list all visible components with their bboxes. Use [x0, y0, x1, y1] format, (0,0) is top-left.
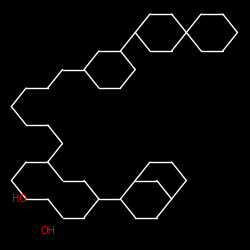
Text: OH: OH [40, 226, 55, 236]
Text: HO: HO [12, 194, 27, 204]
